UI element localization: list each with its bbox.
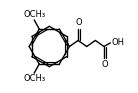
- Text: O: O: [75, 18, 82, 27]
- Text: OCH₃: OCH₃: [23, 74, 45, 83]
- Text: OCH₃: OCH₃: [23, 10, 45, 19]
- Text: O: O: [101, 60, 108, 69]
- Text: OH: OH: [111, 38, 124, 47]
